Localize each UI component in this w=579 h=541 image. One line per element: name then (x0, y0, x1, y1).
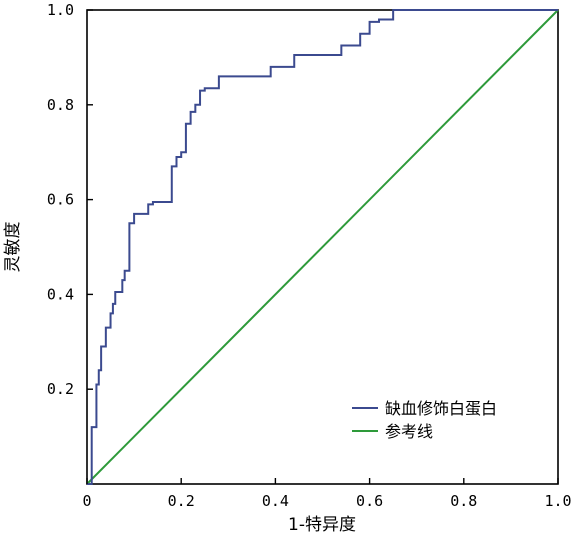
x-axis-title: 1-特异度 (288, 515, 356, 535)
x-tick-label: 0.8 (450, 492, 477, 510)
y-tick-label: 1.0 (47, 1, 74, 19)
x-tick-label: 1.0 (544, 492, 571, 510)
y-axis-title: 灵敏度 (3, 222, 23, 273)
legend-label: 参考线 (385, 422, 433, 441)
x-tick-label: 0 (82, 492, 91, 510)
x-tick-label: 0.6 (356, 492, 383, 510)
legend-label: 缺血修饰白蛋白 (385, 399, 497, 418)
watermark-logo: ୽ ୾ ୿ (496, 13, 504, 27)
legend: 缺血修饰白蛋白参考线 (352, 399, 497, 441)
x-axis: 0 0.2 0.4 0.6 0.8 1.0 (82, 478, 571, 510)
y-tick-label: 0.4 (47, 285, 74, 303)
y-tick-label: 0.2 (47, 380, 74, 398)
y-axis: 0.2 0.4 0.6 0.8 1.0 (47, 1, 93, 398)
y-tick-label: 0.8 (47, 96, 74, 114)
y-tick-label: 0.6 (47, 191, 74, 209)
x-tick-label: 0.4 (262, 492, 289, 510)
x-tick-label: 0.2 (168, 492, 195, 510)
